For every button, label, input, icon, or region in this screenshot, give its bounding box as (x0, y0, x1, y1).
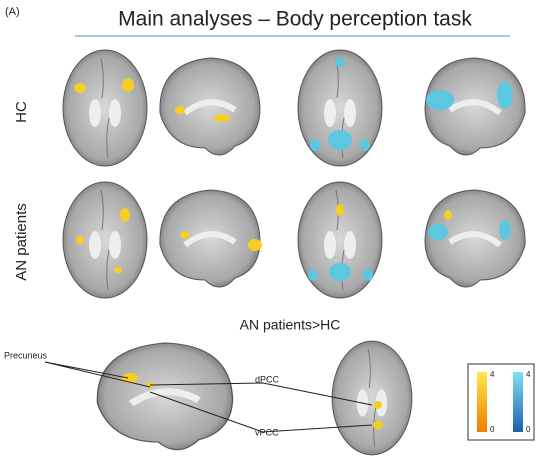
row-label: HC (13, 101, 30, 123)
region-label: vPCC (255, 427, 279, 437)
contrast-title: AN patients>HC (240, 317, 341, 333)
region-label: dPCC (255, 374, 280, 384)
row-label: AN patients (13, 203, 30, 281)
brain-row (62, 49, 525, 167)
contrast-brains (44, 341, 413, 456)
colorbar-label: 0 (526, 425, 531, 434)
colorbar (513, 372, 523, 432)
panel-label: (A) (5, 6, 20, 18)
colorbar-label: 4 (526, 370, 531, 379)
region-label: Precuneus (4, 350, 48, 360)
colorbar (477, 372, 487, 432)
colorbar-label: 4 (490, 370, 495, 379)
colorbar-label: 0 (490, 425, 495, 434)
brain-row (62, 181, 525, 299)
figure-title: Main analyses – Body perception task (118, 8, 472, 31)
